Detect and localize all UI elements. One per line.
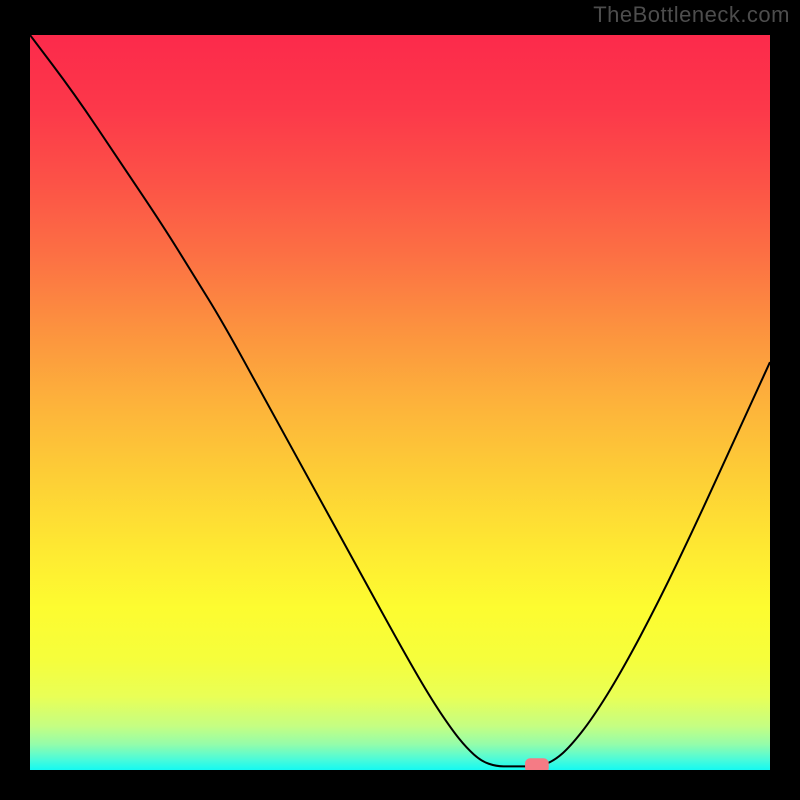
gradient-background xyxy=(30,35,770,770)
chart-area xyxy=(30,35,770,770)
attribution-text: TheBottleneck.com xyxy=(593,2,790,28)
chart-svg xyxy=(30,35,770,770)
selected-marker xyxy=(525,758,549,770)
